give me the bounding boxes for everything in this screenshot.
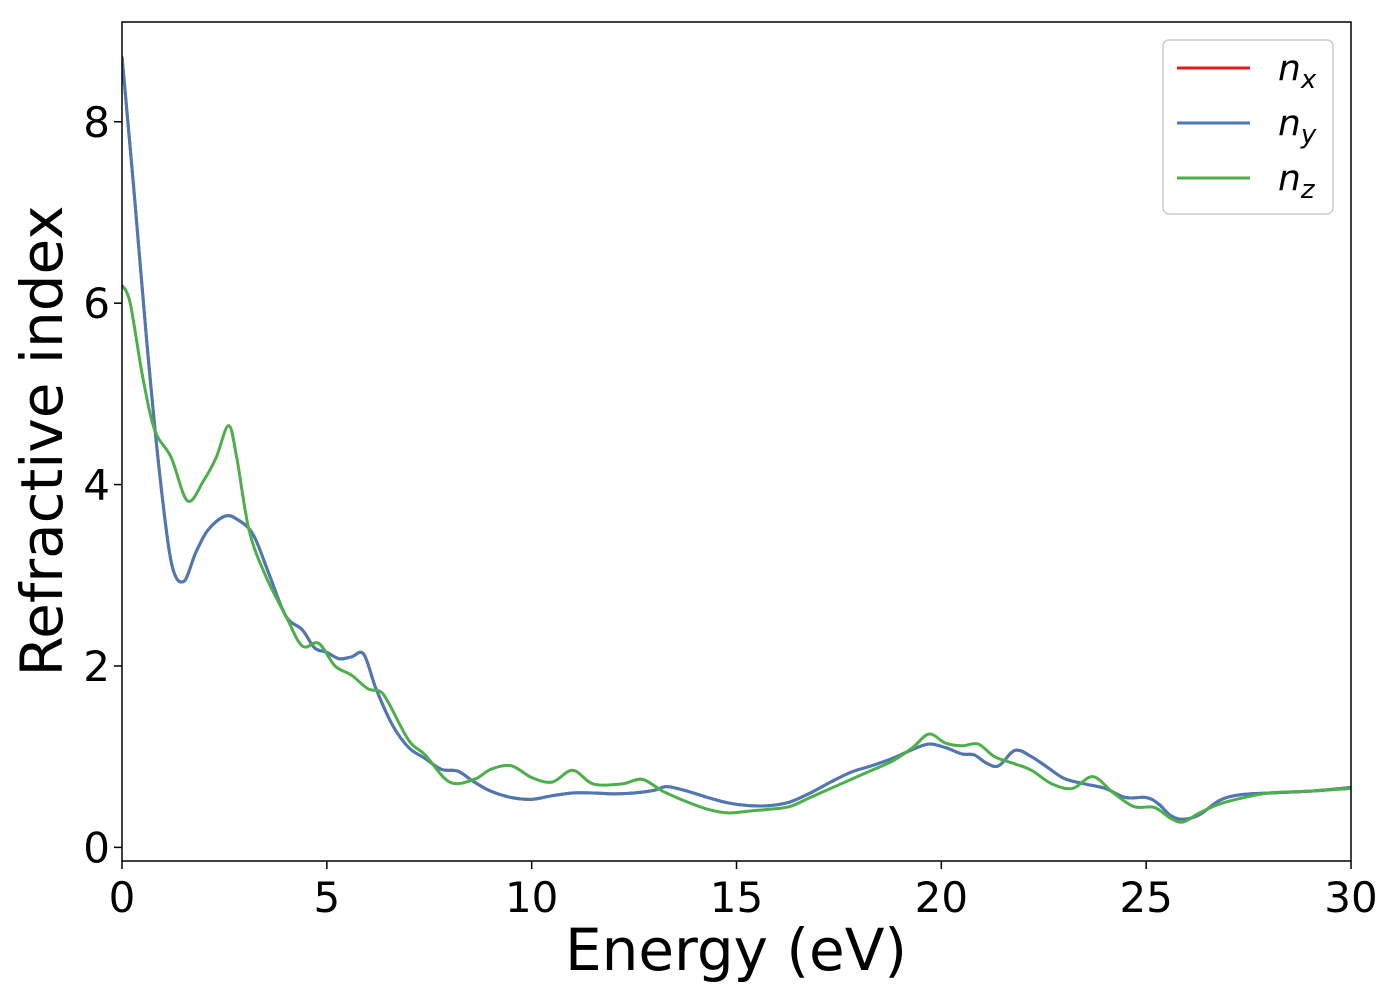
legend-label-ny: ny <box>1278 103 1317 150</box>
y-tick-label: 2 <box>83 642 110 691</box>
series-layer <box>122 56 1351 824</box>
x-tick-label: 30 <box>1324 873 1377 922</box>
legend-box <box>1162 39 1334 215</box>
x-tick-label: 25 <box>1119 873 1172 922</box>
y-axis-label: Refractive index <box>8 205 76 676</box>
y-tick-label: 0 <box>83 823 110 872</box>
x-tick-label: 0 <box>109 873 136 922</box>
y-tick-label: 6 <box>83 279 110 328</box>
series-line-nz <box>122 284 1351 824</box>
legend-label-nx: nx <box>1278 48 1317 95</box>
x-tick-label: 10 <box>505 873 558 922</box>
x-axis-label: Energy (eV) <box>565 916 907 984</box>
x-tick-label: 15 <box>710 873 763 922</box>
x-tick-label: 5 <box>313 873 340 922</box>
axis-ticks: 0 5 10 15 20 25 30 0 2 4 6 8 <box>83 98 1377 922</box>
x-tick-label: 20 <box>915 873 968 922</box>
y-tick-label: 4 <box>83 461 110 510</box>
y-tick-label: 8 <box>83 98 110 147</box>
